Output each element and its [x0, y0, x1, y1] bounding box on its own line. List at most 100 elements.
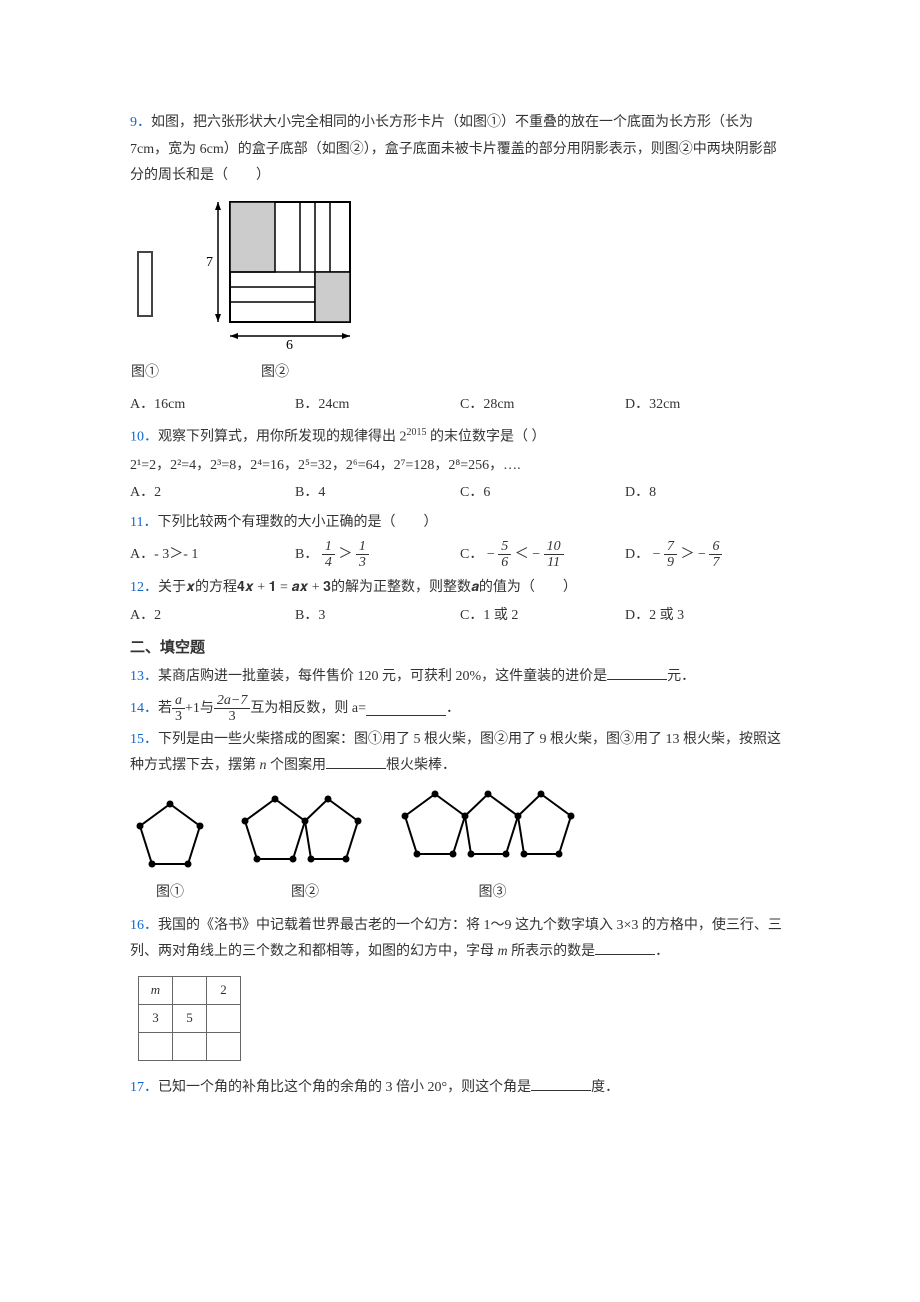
q15-fig2-label: 图②	[240, 880, 370, 907]
q12-opt-c: C．1 或 2	[460, 603, 625, 630]
q11-opt-d: D． − 79 ＞ − 67	[625, 539, 790, 571]
q9-figure-1: 图①	[130, 246, 160, 387]
cell-2-0	[139, 1032, 173, 1060]
q14-f2d: 3	[214, 709, 250, 724]
q11-b-f2d: 3	[356, 555, 369, 570]
q13-text1: 某商店购进一批童装，每件售价 120 元，可获利 20%，这件童装的进价是	[158, 669, 607, 684]
question-9: 9．如图，把六张形状大小完全相同的小长方形卡片（如图①）不重叠的放在一个底面为长…	[130, 110, 790, 190]
q11-c-f1d: 6	[498, 555, 511, 570]
q10-text1: 观察下列算式，用你所发现的规律得出 2	[158, 430, 407, 445]
q10-opt-a: A．2	[130, 480, 295, 507]
q15-fig2: 图②	[240, 791, 370, 907]
q16-blank	[595, 941, 655, 955]
question-13: 13．某商店购进一批童装，每件售价 120 元，可获利 20%，这件童装的进价是…	[130, 664, 790, 691]
q11-d-f2n: 6	[709, 539, 722, 555]
q11-b-prefix: B．	[295, 547, 318, 562]
question-14: 14． 若 a3 +1与 2a−73 互为相反数，则 a=．	[130, 693, 790, 725]
q14-end: ．	[446, 696, 460, 723]
q15-n: n	[260, 758, 267, 773]
q12-number: 12．	[130, 580, 158, 595]
small-rect-icon	[130, 246, 160, 356]
q10-opt-c: C．6	[460, 480, 625, 507]
question-12: 12．关于𝒙的方程𝟒𝒙 + 𝟏 = 𝒂𝒙 + 𝟑的解为正整数，则整数𝒂的值为（ …	[130, 575, 790, 602]
section-2-title: 二、填空题	[130, 634, 790, 663]
q16-m: m	[498, 944, 508, 959]
q11-c-f2d: 11	[544, 555, 564, 570]
q12-opt-d: D．2 或 3	[625, 603, 790, 630]
q17-number: 17．	[130, 1080, 158, 1095]
q16-text1: 我国的《洛书》中记载着世界最古老的一个幻方：将 1～9 这九个数字填入 3×3 …	[130, 918, 782, 960]
pentagon-1-icon	[130, 796, 210, 876]
q9-figures: 图① 7 6 图②	[130, 196, 790, 387]
cell-1-2	[207, 1004, 241, 1032]
q10-text2: 的末位数字是（ ）	[427, 430, 546, 445]
q11-d-s2: −	[698, 547, 709, 562]
q12-opt-a: A．2	[130, 603, 295, 630]
q9-fig1-label: 图①	[130, 360, 160, 387]
q14-number: 14．	[130, 696, 158, 723]
q9-opt-c: C．28cm	[460, 392, 625, 419]
question-10: 10．观察下列算式，用你所发现的规律得出 22015 的末位数字是（ ）	[130, 423, 790, 451]
q15-fig1-label: 图①	[130, 880, 210, 907]
q11-options: A．- 3＞- 1 B． 14 ＞ 13 C． − 56 ＜ − 1011 D．…	[130, 539, 790, 571]
q14-mid: +1与	[185, 696, 214, 723]
q9-opt-a: A．16cm	[130, 392, 295, 419]
q9-text: 如图，把六张形状大小完全相同的小长方形卡片（如图①）不重叠的放在一个底面为长方形…	[130, 115, 777, 183]
q10-opt-b: B．4	[295, 480, 460, 507]
q11-b-op: ＞	[338, 547, 356, 562]
q11-b-f1n: 1	[322, 539, 335, 555]
cell-2-1	[173, 1032, 207, 1060]
q11-d-f1d: 9	[664, 555, 677, 570]
q15-text2: 个图案用	[267, 758, 327, 773]
question-16: 16．我国的《洛书》中记载着世界最古老的一个幻方：将 1～9 这九个数字填入 3…	[130, 913, 790, 966]
q12-opt-b: B．3	[295, 603, 460, 630]
q10-sequence: 2¹=2，2²=4，2³=8，2⁴=16，2⁵=32，2⁶=64，2⁷=128，…	[130, 453, 790, 480]
q13-text2: 元．	[667, 669, 695, 684]
cell-2-2	[207, 1032, 241, 1060]
q14-post: 互为相反数，则 a=	[250, 696, 366, 723]
q9-figure-2: 7 6 图②	[190, 196, 360, 387]
q15-figures: 图① 图② 图③	[130, 786, 790, 907]
q17-text3: 度．	[591, 1080, 619, 1095]
q15-fig3: 图③	[400, 786, 585, 907]
q15-number: 15．	[130, 732, 158, 747]
q15-blank	[326, 755, 386, 769]
q17-blank	[531, 1077, 591, 1091]
q11-d-f1n: 7	[664, 539, 677, 555]
q16-number: 16．	[130, 918, 158, 933]
q11-text: 下列比较两个有理数的大小正确的是（ ）	[157, 515, 437, 530]
q14-pre: 若	[158, 696, 172, 723]
q15-text3: 根火柴棒．	[386, 758, 456, 773]
q9-options: A．16cm B．24cm C．28cm D．32cm	[130, 392, 790, 419]
pentagon-2-icon	[240, 791, 370, 876]
cell-0-0: m	[139, 976, 173, 1004]
q17-text1: 已知一个角的补角比这个角的余角的 3 倍小	[158, 1080, 428, 1095]
dim-7: 7	[206, 255, 213, 270]
q11-d-f2d: 7	[709, 555, 722, 570]
q16-magic-square: m2 35	[138, 976, 241, 1061]
q11-d-op: ＞	[681, 547, 699, 562]
q14-blank	[366, 702, 446, 716]
q11-b-f2n: 1	[356, 539, 369, 555]
q11-c-s2: −	[532, 547, 543, 562]
q10-sup: 2015	[407, 427, 427, 438]
pentagon-3-icon	[400, 786, 585, 876]
q11-opt-b: B． 14 ＞ 13	[295, 539, 460, 571]
q14-f2n: 2a−7	[214, 693, 250, 709]
q11-opt-a: A．- 3＞- 1	[130, 542, 295, 569]
q14-f1d: 3	[172, 709, 185, 724]
q17-text2: ，则这个角是	[447, 1080, 531, 1095]
question-15: 15．下列是由一些火柴搭成的图案：图①用了 5 根火柴，图②用了 9 根火柴，图…	[130, 727, 790, 780]
cell-0-1	[173, 976, 207, 1004]
q11-c-s1: −	[487, 547, 498, 562]
q14-f1n: a	[172, 693, 185, 709]
q11-c-f1n: 5	[498, 539, 511, 555]
q10-number: 10．	[130, 430, 158, 445]
q11-c-op: ＜	[515, 547, 533, 562]
q12-options: A．2 B．3 C．1 或 2 D．2 或 3	[130, 603, 790, 630]
q10-opt-d: D．8	[625, 480, 790, 507]
q15-fig3-label: 图③	[400, 880, 585, 907]
q11-c-f2n: 10	[544, 539, 564, 555]
q11-opt-c: C． − 56 ＜ − 1011	[460, 539, 625, 571]
box-layout-icon: 7 6	[190, 196, 360, 356]
